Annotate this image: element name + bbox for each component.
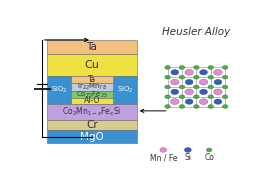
Circle shape <box>160 148 167 152</box>
Circle shape <box>179 85 185 89</box>
Text: Cr: Cr <box>86 120 98 130</box>
Circle shape <box>165 75 170 79</box>
Bar <box>71 76 113 83</box>
Circle shape <box>208 95 213 99</box>
Circle shape <box>185 89 193 95</box>
Circle shape <box>185 69 193 75</box>
Circle shape <box>194 66 199 69</box>
Circle shape <box>170 99 179 105</box>
Text: Cu: Cu <box>84 60 99 70</box>
Bar <box>47 40 137 54</box>
Circle shape <box>194 95 199 99</box>
Text: SiO$_2$: SiO$_2$ <box>117 85 133 95</box>
Circle shape <box>170 79 179 85</box>
Circle shape <box>208 75 213 79</box>
Circle shape <box>179 75 185 79</box>
Bar <box>71 83 113 91</box>
Circle shape <box>185 99 193 104</box>
Circle shape <box>199 79 208 85</box>
Circle shape <box>208 105 213 108</box>
Circle shape <box>165 66 170 69</box>
Text: Si: Si <box>184 153 191 162</box>
Text: Heusler Alloy: Heusler Alloy <box>162 27 230 37</box>
Circle shape <box>194 105 199 108</box>
Circle shape <box>199 99 208 105</box>
Bar <box>47 130 137 143</box>
Circle shape <box>222 95 228 99</box>
Text: Co: Co <box>204 153 214 162</box>
Circle shape <box>165 95 170 99</box>
Text: Ir$_{22}$Mn$_{78}$: Ir$_{22}$Mn$_{78}$ <box>77 82 107 92</box>
Bar <box>71 98 113 104</box>
Bar <box>47 104 137 120</box>
Circle shape <box>206 148 212 152</box>
Circle shape <box>194 75 199 79</box>
Text: Al-O: Al-O <box>84 96 100 105</box>
Text: SiO$_2$: SiO$_2$ <box>51 85 67 95</box>
Text: Co$_2$Mn$_{1-x}$Fe$_x$Si: Co$_2$Mn$_{1-x}$Fe$_x$Si <box>62 105 122 118</box>
Circle shape <box>222 85 228 89</box>
Circle shape <box>165 105 170 108</box>
Circle shape <box>171 70 178 75</box>
Bar <box>47 76 71 104</box>
Text: MgO: MgO <box>80 132 104 142</box>
Circle shape <box>222 66 228 69</box>
Circle shape <box>208 66 213 69</box>
Bar <box>71 91 113 98</box>
Circle shape <box>222 105 228 108</box>
Bar <box>47 120 137 130</box>
Circle shape <box>194 85 199 89</box>
Text: Ta: Ta <box>88 75 96 84</box>
Circle shape <box>179 95 185 99</box>
Bar <box>47 54 137 76</box>
Circle shape <box>200 70 207 75</box>
Circle shape <box>165 85 170 89</box>
Circle shape <box>179 66 185 69</box>
Text: Mn / Fe: Mn / Fe <box>150 153 177 162</box>
Circle shape <box>222 75 228 79</box>
Circle shape <box>185 80 193 85</box>
Circle shape <box>214 80 222 85</box>
Circle shape <box>214 69 222 75</box>
Text: Co$_{75}$Fe$_{25}$: Co$_{75}$Fe$_{25}$ <box>76 89 108 100</box>
Circle shape <box>214 99 222 104</box>
Bar <box>113 76 137 104</box>
Circle shape <box>214 89 222 95</box>
Circle shape <box>200 89 207 94</box>
Circle shape <box>171 89 178 94</box>
Text: Ta: Ta <box>86 42 97 52</box>
Circle shape <box>185 148 191 152</box>
Circle shape <box>179 105 185 108</box>
Circle shape <box>208 85 213 89</box>
